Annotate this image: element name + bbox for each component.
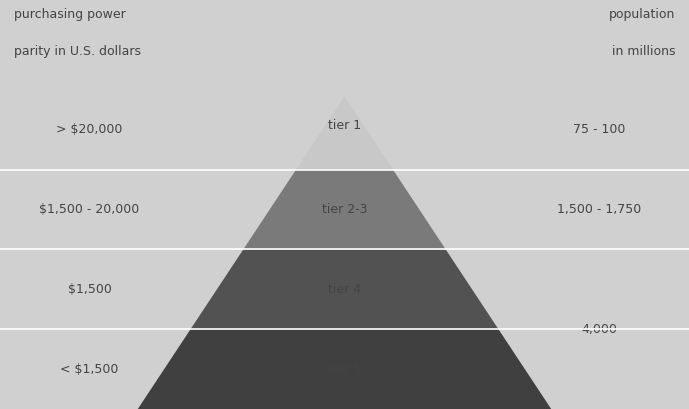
- Text: population: population: [609, 8, 675, 21]
- Text: $1,500: $1,500: [68, 283, 112, 296]
- Text: in millions: in millions: [612, 45, 675, 58]
- Text: tier 1: tier 1: [328, 119, 361, 133]
- Polygon shape: [296, 97, 393, 170]
- Text: 1,500 - 1,750: 1,500 - 1,750: [557, 203, 641, 216]
- Text: > $20,000: > $20,000: [56, 124, 123, 136]
- Text: $1,500 - 20,000: $1,500 - 20,000: [39, 203, 140, 216]
- Text: < $1,500: < $1,500: [61, 363, 119, 375]
- Text: 4,000: 4,000: [582, 323, 617, 336]
- Text: parity in U.S. dollars: parity in U.S. dollars: [14, 45, 141, 58]
- Text: tier 5: tier 5: [328, 363, 361, 375]
- Polygon shape: [138, 329, 551, 409]
- Polygon shape: [243, 170, 446, 249]
- Text: tier 2-3: tier 2-3: [322, 203, 367, 216]
- Text: purchasing power: purchasing power: [14, 8, 125, 21]
- Text: 75 - 100: 75 - 100: [573, 124, 626, 136]
- Text: tier 4: tier 4: [328, 283, 361, 296]
- Polygon shape: [191, 249, 498, 329]
